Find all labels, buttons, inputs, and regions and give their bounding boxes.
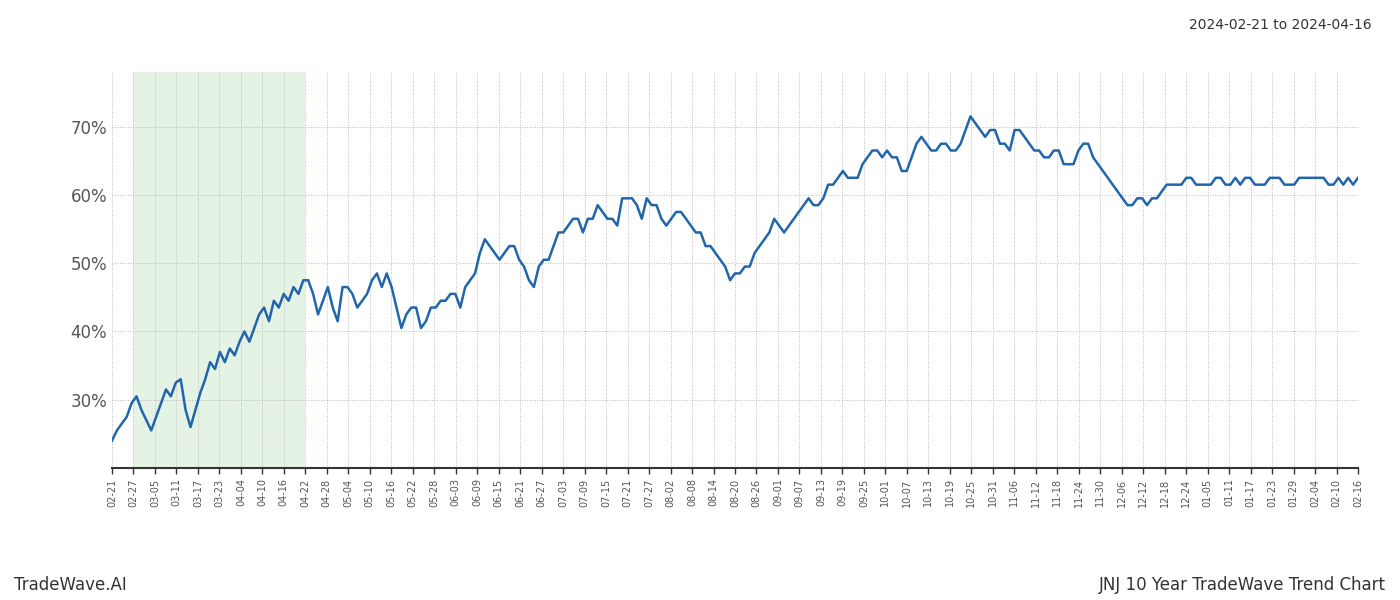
Text: TradeWave.AI: TradeWave.AI [14,576,127,594]
Bar [133,72,305,468]
Text: 2024-02-21 to 2024-04-16: 2024-02-21 to 2024-04-16 [1190,18,1372,32]
Text: JNJ 10 Year TradeWave Trend Chart: JNJ 10 Year TradeWave Trend Chart [1099,576,1386,594]
